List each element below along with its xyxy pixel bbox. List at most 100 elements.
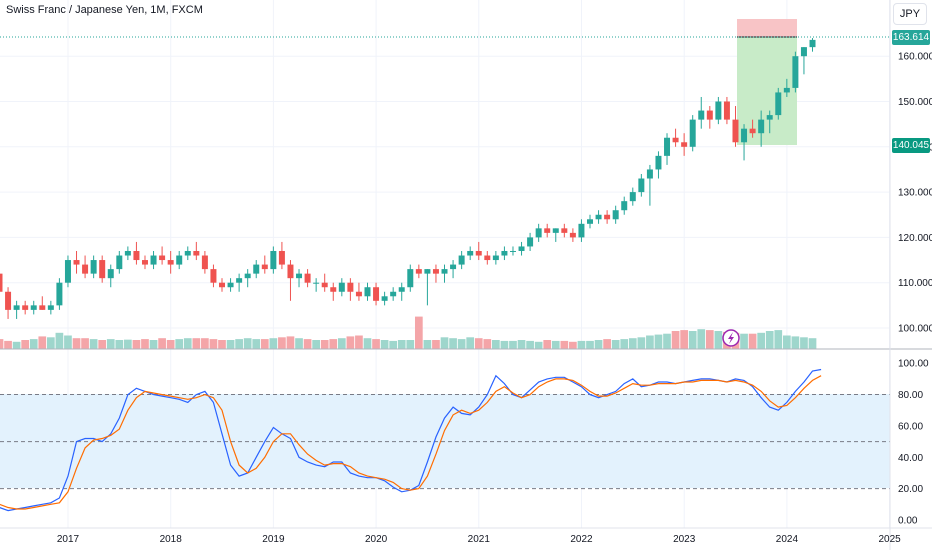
- candle-body: [783, 87, 790, 93]
- candle-body: [501, 250, 508, 256]
- volume-bar: [663, 333, 671, 349]
- stochastic-tick-label: 60.00: [898, 421, 923, 432]
- candle-body: [107, 269, 114, 279]
- volume-bar: [226, 340, 235, 349]
- time-tick-label: 2018: [160, 534, 183, 545]
- candle-body: [167, 260, 174, 265]
- volume-bar: [132, 340, 141, 349]
- volume-bar: [46, 337, 55, 349]
- time-tick-label: 2024: [776, 534, 799, 545]
- volume-bar: [688, 331, 697, 349]
- candle-body: [766, 115, 773, 120]
- time-axis[interactable]: 2017 2018 2019 2020 2021 2022 2023 2024 2025: [57, 534, 901, 545]
- volume-bar: [64, 335, 72, 349]
- candle-body: [364, 287, 371, 297]
- price-gridlines: [0, 55, 890, 329]
- volume-bar: [149, 340, 158, 349]
- candle-body: [407, 269, 414, 288]
- candle-body: [124, 250, 131, 256]
- volume-bar: [492, 340, 500, 349]
- time-tick-label: 2020: [365, 534, 388, 545]
- candle-body: [210, 269, 217, 283]
- candle-body: [338, 282, 345, 292]
- volume-bar: [12, 341, 21, 349]
- candle-body: [809, 39, 816, 48]
- time-tick-label: 2025: [878, 534, 901, 545]
- candle-body: [612, 210, 619, 220]
- volume-bar: [81, 338, 89, 349]
- volume-bar: [286, 336, 295, 349]
- volume-bar: [543, 340, 552, 349]
- volume-bar: [594, 340, 603, 349]
- stochastic-tick-label: 80.00: [898, 390, 923, 401]
- volume-bar: [243, 338, 252, 349]
- candle-body: [116, 255, 123, 270]
- volume-bar: [534, 341, 543, 349]
- candle-body: [133, 250, 140, 261]
- candle-body: [664, 137, 671, 156]
- stochastic-axis[interactable]: 100.00 80.00 60.00 40.00 20.00 0.00: [898, 359, 929, 527]
- price-tick-label: 150.000: [898, 97, 932, 108]
- volume-bar: [124, 339, 132, 349]
- volume-bar: [800, 337, 808, 349]
- stochastic-tick-label: 20.00: [898, 484, 923, 495]
- volume-bar: [38, 336, 47, 349]
- volume-bar: [166, 340, 175, 349]
- volume-bar: [252, 339, 261, 349]
- volume-bar: [141, 339, 149, 349]
- volume-bar: [705, 330, 714, 349]
- candle-body: [0, 273, 3, 292]
- volume-bar: [637, 337, 646, 349]
- volume-bar: [355, 335, 363, 349]
- volume-bar: [209, 339, 218, 349]
- volume-bar: [628, 338, 637, 349]
- volume-bar: [98, 340, 107, 349]
- candle-body: [723, 101, 730, 120]
- volume-bar: [526, 340, 534, 349]
- stochastic-tick-label: 100.00: [898, 359, 929, 370]
- target-price-tag: 140.045: [892, 138, 930, 153]
- volume-bar: [509, 340, 517, 349]
- volume-bar: [21, 340, 30, 349]
- volume-bar: [192, 338, 201, 349]
- lightning-icon[interactable]: [722, 329, 740, 347]
- price-axis[interactable]: 100.000110.000120.000130.000140.000150.0…: [898, 52, 932, 335]
- volume-bar: [0, 339, 4, 349]
- price-tick-label: 130.000: [898, 188, 932, 199]
- stochastic-band-lines: [0, 394, 890, 490]
- candle-body: [278, 250, 285, 265]
- volume-bar: [4, 340, 12, 349]
- volume-bar: [440, 337, 449, 349]
- volume-bar: [808, 338, 817, 349]
- volume-bar: [740, 333, 748, 349]
- volume-bar: [782, 335, 791, 349]
- volume-bar: [106, 339, 115, 349]
- candle-body: [552, 228, 559, 233]
- volume-bar: [260, 339, 269, 349]
- stochastic-tick-label: 0.00: [898, 516, 918, 527]
- volume-bar: [337, 338, 346, 349]
- volume-bar: [748, 333, 757, 349]
- candle-body: [30, 305, 37, 310]
- currency-button[interactable]: JPY: [893, 3, 927, 25]
- candle-body: [381, 296, 388, 301]
- stop-loss-zone[interactable]: [737, 19, 797, 37]
- volume-bar: [397, 340, 406, 349]
- candle-body: [296, 273, 303, 279]
- price-tick-label: 100.000: [898, 324, 932, 335]
- symbol-title[interactable]: Swiss Franc / Japanese Yen, 1M, FXCM: [6, 4, 203, 16]
- volume-bar: [714, 331, 723, 349]
- candle-body: [261, 264, 268, 270]
- candle-body: [569, 232, 576, 238]
- volume-bar: [372, 339, 380, 349]
- candle-body: [629, 192, 636, 202]
- time-tick-label: 2019: [262, 534, 285, 545]
- volume-bar: [380, 340, 389, 349]
- candle-body: [681, 142, 688, 147]
- volume-bar: [586, 340, 594, 349]
- candle-body: [621, 201, 628, 211]
- volume-bar: [175, 339, 184, 349]
- candle-body: [73, 260, 80, 265]
